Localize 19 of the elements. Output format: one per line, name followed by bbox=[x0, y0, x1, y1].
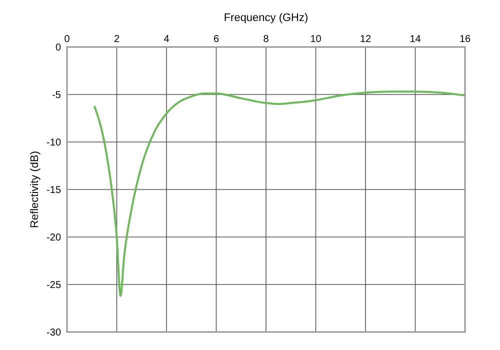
x-tick-label: 4 bbox=[164, 34, 170, 45]
x-axis-title: Frequency (GHz) bbox=[224, 12, 308, 24]
y-tick-label: -15 bbox=[46, 185, 62, 196]
x-tick-label: 16 bbox=[459, 34, 471, 45]
y-axis-title: Reflectivity (dB) bbox=[29, 150, 41, 228]
x-tick-label: 2 bbox=[114, 34, 120, 45]
line-series bbox=[93, 90, 466, 297]
x-tick-label: 10 bbox=[310, 34, 322, 45]
y-tick-label: 0 bbox=[55, 42, 62, 54]
y-tick-label: -10 bbox=[46, 138, 62, 148]
x-tick-label: 0 bbox=[64, 34, 70, 45]
y-tick-label: -25 bbox=[46, 280, 62, 291]
x-tick-label: 12 bbox=[360, 34, 372, 45]
x-tick-label: 14 bbox=[410, 34, 422, 45]
y-tick-label: -30 bbox=[46, 328, 62, 338]
x-tick-label: 6 bbox=[213, 34, 220, 45]
y-tick-label: -5 bbox=[52, 90, 62, 101]
y-tick-label: -20 bbox=[46, 232, 62, 244]
x-tick-label: 8 bbox=[263, 34, 270, 45]
